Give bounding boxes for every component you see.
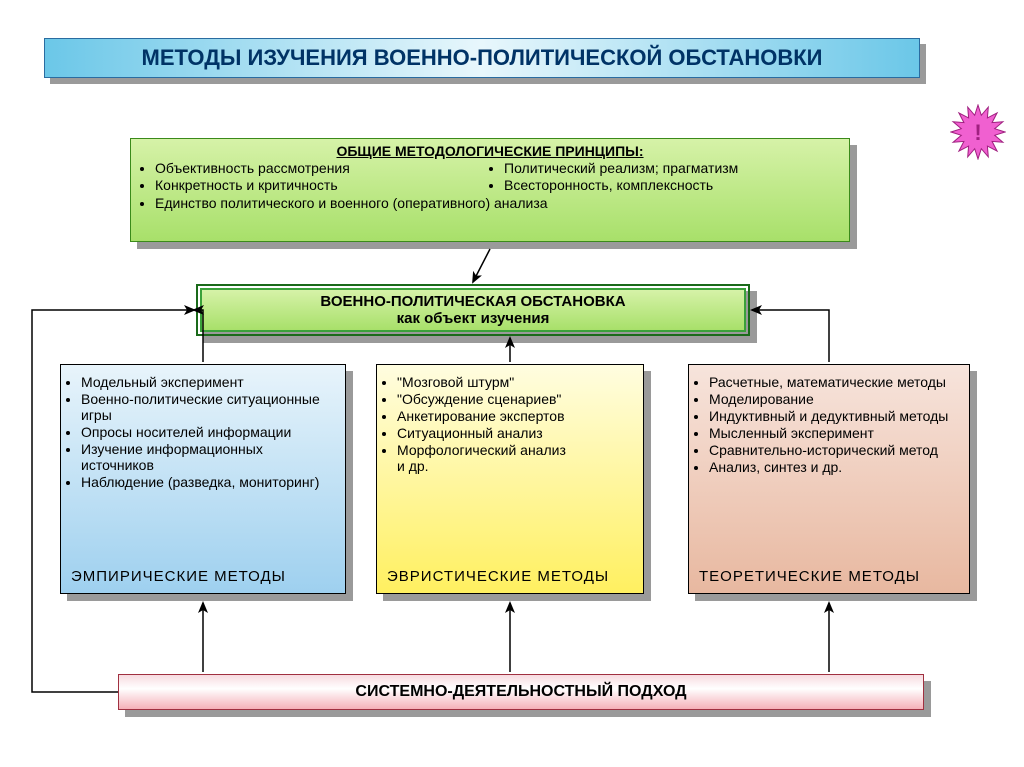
method-list: Модельный экспериментВоенно-политические… <box>67 374 339 490</box>
page-title: МЕТОДЫ ИЗУЧЕНИЯ ВОЕННО-ПОЛИТИЧЕСКОЙ ОБСТ… <box>44 38 920 78</box>
attention-starburst: ! <box>950 104 1006 160</box>
vpo-line2: как объект изучения <box>202 310 744 327</box>
method-label: ЭВРИСТИЧЕСКИЕ МЕТОДЫ <box>387 568 609 585</box>
method-item: Модельный эксперимент <box>81 374 331 390</box>
diagram-canvas: МЕТОДЫ ИЗУЧЕНИЯ ВОЕННО-ПОЛИТИЧЕСКОЙ ОБСТ… <box>0 0 1024 767</box>
method-item: Военно-политические ситуационные игры <box>81 391 331 423</box>
method-item: "Обсуждение сценариев" <box>397 391 629 407</box>
method-item: Наблюдение (разведка, мониторинг) <box>81 474 331 490</box>
approach-panel: СИСТЕМНО-ДЕЯТЕЛЬНОСТНЫЙ ПОДХОД <box>118 674 924 710</box>
approach-label: СИСТЕМНО-ДЕЯТЕЛЬНОСТНЫЙ ПОДХОД <box>355 683 686 701</box>
method-panel: "Мозговой штурм""Обсуждение сценариев"Ан… <box>376 364 644 594</box>
vpo-panel: ВОЕННО-ПОЛИТИЧЕСКАЯ ОБСТАНОВКА как объек… <box>196 284 750 336</box>
method-panel: Модельный экспериментВоенно-политические… <box>60 364 346 594</box>
method-item: Анкетирование экспертов <box>397 408 629 424</box>
method-item: "Мозговой штурм" <box>397 374 629 390</box>
method-item: Моделирование <box>709 391 955 407</box>
principles-item: Объективность рассмотрения <box>155 160 482 176</box>
page-title-text: МЕТОДЫ ИЗУЧЕНИЯ ВОЕННО-ПОЛИТИЧЕСКОЙ ОБСТ… <box>142 45 823 71</box>
principles-full-item: Единство политического и военного (опера… <box>155 195 831 211</box>
method-panel: Расчетные, математические методы Моделир… <box>688 364 970 594</box>
principles-full-list: Единство политического и военного (опера… <box>141 195 839 211</box>
method-item: Опросы носителей информации <box>81 424 331 440</box>
principles-item: Всесторонность, комплексность <box>504 177 831 193</box>
method-item: Мысленный эксперимент <box>709 425 955 441</box>
method-list: Расчетные, математические методы Моделир… <box>695 374 963 475</box>
starburst-glyph: ! <box>974 120 981 145</box>
method-item: Ситуационный анализ <box>397 425 629 441</box>
method-item: Расчетные, математические методы <box>709 374 955 390</box>
principles-header: ОБЩИЕ МЕТОДОЛОГИЧЕСКИЕ ПРИНЦИПЫ: <box>141 143 839 159</box>
principles-right-list: Политический реализм; прагматизмВсесторо… <box>490 159 839 194</box>
method-item: Изучение информационных источников <box>81 441 331 473</box>
principles-left-list: Объективность рассмотренияКонкретность и… <box>141 159 490 194</box>
method-item: Морфологический анализ и др. <box>397 442 629 474</box>
method-item: Анализ, синтез и др. <box>709 459 955 475</box>
principles-item: Конкретность и критичность <box>155 177 482 193</box>
method-item: Индуктивный и дедуктивный методы <box>709 408 955 424</box>
method-label: ТЕОРЕТИЧЕСКИЕ МЕТОДЫ <box>699 568 920 585</box>
method-list: "Мозговой штурм""Обсуждение сценариев"Ан… <box>383 374 637 474</box>
principles-panel: ОБЩИЕ МЕТОДОЛОГИЧЕСКИЕ ПРИНЦИПЫ: Объекти… <box>130 138 850 242</box>
vpo-line1: ВОЕННО-ПОЛИТИЧЕСКАЯ ОБСТАНОВКА <box>202 293 744 310</box>
method-label: ЭМПИРИЧЕСКИЕ МЕТОДЫ <box>71 568 286 585</box>
principles-item: Политический реализм; прагматизм <box>504 160 831 176</box>
method-item: Сравнительно-исторический метод <box>709 442 955 458</box>
